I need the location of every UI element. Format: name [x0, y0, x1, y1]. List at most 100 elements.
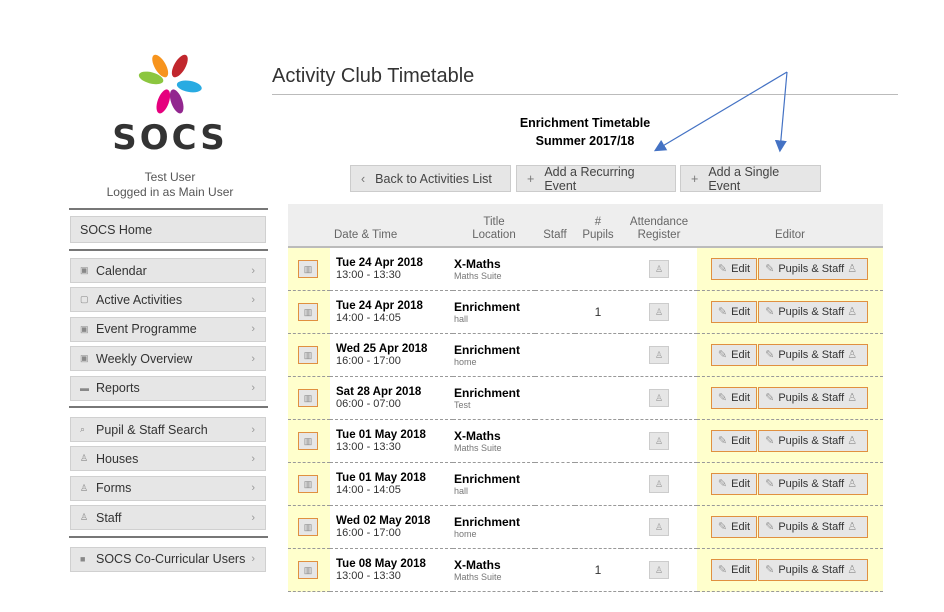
editor-cell: ✎ Edit ✎ Pupils & Staff ♙ — [697, 505, 883, 549]
pupils-cell — [575, 376, 621, 420]
trash-icon[interactable]: ▥ — [298, 303, 318, 321]
pencil-icon: ✎ — [765, 521, 775, 533]
add-recurring-event-button[interactable]: + Add a Recurring Event — [516, 165, 676, 193]
logo-petal — [138, 71, 164, 85]
chevron-left-icon: ‹ — [361, 171, 366, 186]
pupils-staff-button[interactable]: ✎ Pupils & Staff ♙ — [758, 516, 869, 538]
trash-icon[interactable]: ▥ — [298, 561, 318, 579]
attendance-register-button[interactable]: ♙ — [649, 389, 669, 407]
pupils-staff-button[interactable]: ✎ Pupils & Staff ♙ — [758, 559, 869, 581]
back-button[interactable]: ‹ Back to Activities List — [350, 165, 511, 192]
sidebar-item[interactable]: ♙ Houses › — [70, 446, 266, 472]
pupils-staff-button[interactable]: ✎ Pupils & Staff ♙ — [758, 473, 869, 495]
trash-icon[interactable]: ▥ — [298, 389, 318, 407]
pupils-cell: 1 — [575, 548, 621, 592]
nav-label: Calendar — [96, 263, 147, 278]
nav-label: Forms — [96, 481, 132, 496]
attendance-register-button[interactable]: ♙ — [649, 432, 669, 450]
table-row: ▥ Sat 28 Apr 2018 06:00 - 07:00 Enrichmen… — [288, 376, 883, 420]
pupils-staff-button[interactable]: ✎ Pupils & Staff ♙ — [758, 344, 869, 366]
event-date: Sat 28 Apr 2018 — [336, 386, 422, 398]
user-icon: ♙ — [80, 453, 89, 464]
event-time: 14:00 - 14:05 — [336, 312, 401, 324]
header-num: # — [594, 216, 602, 228]
sidebar-item[interactable]: ■ SOCS Co-Curricular Users › — [70, 546, 266, 572]
button-label: Pupils & Staff — [778, 478, 845, 490]
delete-cell: ▥ — [288, 290, 330, 334]
pencil-icon: ✎ — [717, 435, 728, 447]
edit-button[interactable]: ✎ Edit — [710, 516, 758, 538]
attendance-register-button[interactable]: ♙ — [649, 561, 669, 579]
sidebar-item[interactable]: ♙ Staff › — [70, 505, 266, 531]
sidebar-item[interactable]: ▣ Event Programme › — [70, 316, 266, 342]
button-label: Pupils & Staff — [778, 521, 845, 533]
pupils-staff-button[interactable]: ✎ Pupils & Staff ♙ — [758, 387, 869, 409]
pencil-icon: ✎ — [717, 478, 728, 490]
event-title: Enrichment — [454, 515, 521, 529]
delete-cell: ▥ — [288, 376, 330, 420]
event-time: 16:00 - 17:00 — [336, 527, 401, 539]
table-row: ▥ Tue 08 May 2018 13:00 - 13:30 X-Maths Ma… — [288, 548, 883, 592]
trash-icon[interactable]: ▥ — [298, 346, 318, 364]
page-title: Activity Club Timetable — [272, 65, 475, 87]
sidebar-item[interactable]: ▢ Active Activities › — [70, 287, 266, 313]
trash-icon[interactable]: ▥ — [298, 260, 318, 278]
event-title: X-Maths — [454, 257, 501, 271]
sidebar-item[interactable]: ♙ Forms › — [70, 475, 266, 501]
button-label: Pupils & Staff — [778, 392, 845, 404]
user-icon: ♙ — [847, 435, 858, 447]
chevron-right-icon: › — [251, 482, 255, 495]
attendance-register-button[interactable]: ♙ — [649, 475, 669, 493]
edit-button[interactable]: ✎ Edit — [710, 344, 758, 366]
attendance-register-button[interactable]: ♙ — [649, 518, 669, 536]
button-label: Edit — [731, 263, 751, 275]
divider — [69, 535, 268, 538]
staff-cell — [535, 290, 575, 334]
divider — [272, 94, 898, 95]
header-location: Location — [472, 229, 516, 241]
sidebar-item[interactable]: ⌕ Pupil & Staff Search › — [70, 417, 266, 442]
pencil-icon: ✎ — [765, 564, 775, 576]
pencil-icon: ✎ — [765, 263, 775, 275]
chevron-right-icon: › — [251, 293, 255, 306]
calendar-icon: ▣ — [80, 323, 89, 334]
nav-label: Weekly Overview — [96, 351, 193, 366]
sidebar-item[interactable]: ▣ Weekly Overview › — [70, 346, 266, 372]
editor-cell: ✎ Edit ✎ Pupils & Staff ♙ — [697, 376, 883, 420]
edit-button[interactable]: ✎ Edit — [710, 258, 758, 280]
divider — [69, 208, 268, 210]
trash-icon[interactable]: ▥ — [298, 432, 318, 450]
divider — [69, 406, 268, 408]
pupils-staff-button[interactable]: ✎ Pupils & Staff ♙ — [758, 301, 869, 323]
sidebar-item[interactable]: ▣ Calendar › — [70, 258, 266, 283]
attendance-register-button[interactable]: ♙ — [649, 260, 669, 278]
trash-icon[interactable]: ▥ — [298, 475, 318, 493]
pupils-cell — [575, 333, 621, 377]
trash-icon[interactable]: ▥ — [298, 518, 318, 536]
chevron-right-icon: › — [251, 382, 255, 395]
sidebar-item[interactable]: ▬ Reports › — [70, 375, 266, 401]
pencil-icon: ✎ — [765, 392, 775, 404]
attendance-register-button[interactable]: ♙ — [649, 303, 669, 321]
plus-icon: + — [527, 171, 535, 186]
edit-button[interactable]: ✎ Edit — [710, 301, 758, 323]
edit-button[interactable]: ✎ Edit — [710, 473, 758, 495]
event-location: hall — [454, 486, 469, 496]
edit-button[interactable]: ✎ Edit — [710, 430, 758, 452]
pencil-icon: ✎ — [765, 478, 775, 490]
pencil-icon: ✎ — [765, 349, 775, 361]
pupils-staff-button[interactable]: ✎ Pupils & Staff ♙ — [758, 430, 869, 452]
staff-cell — [535, 419, 575, 463]
editor-cell: ✎ Edit ✎ Pupils & Staff ♙ — [697, 419, 883, 463]
add-single-event-button[interactable]: + Add a Single Event — [680, 165, 821, 193]
pupils-staff-button[interactable]: ✎ Pupils & Staff ♙ — [758, 258, 869, 280]
editor-cell: ✎ Edit ✎ Pupils & Staff ♙ — [697, 548, 883, 592]
attendance-register-button[interactable]: ♙ — [649, 346, 669, 364]
edit-button[interactable]: ✎ Edit — [710, 559, 758, 581]
chevron-right-icon: › — [251, 452, 255, 465]
header-editor: Editor — [697, 204, 883, 248]
edit-button[interactable]: ✎ Edit — [710, 387, 758, 409]
event-time: 14:00 - 14:05 — [336, 484, 401, 496]
sidebar-item-home[interactable]: SOCS Home — [70, 216, 266, 243]
pencil-icon: ✎ — [717, 521, 728, 533]
